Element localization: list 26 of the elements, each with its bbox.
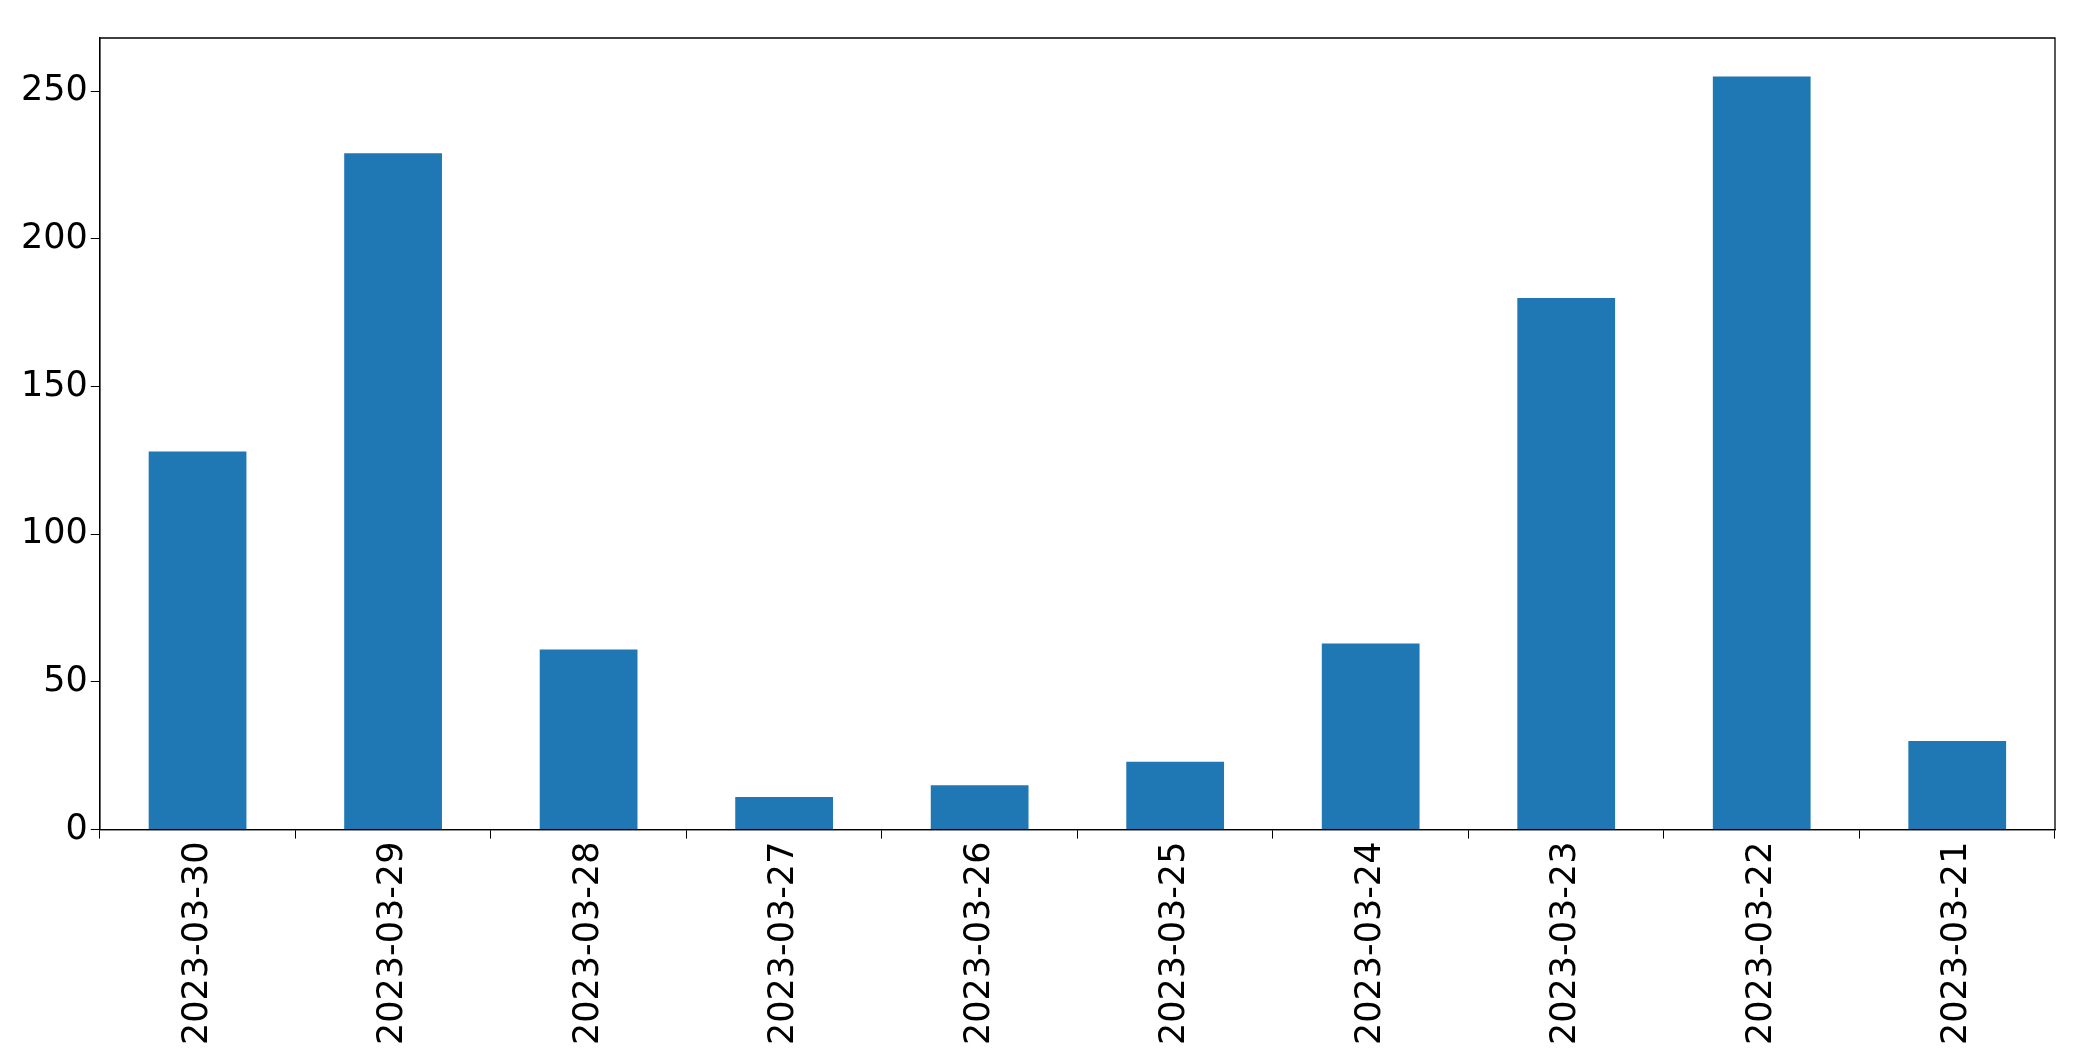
bar	[1517, 297, 1616, 830]
bar	[1126, 761, 1225, 830]
bar	[930, 785, 1029, 830]
bar	[1908, 740, 2007, 830]
y-tick-label: 200	[20, 215, 88, 256]
x-tick-label: 2023-03-30	[174, 841, 215, 1045]
y-tick-label: 150	[20, 363, 88, 404]
x-tick-label: 2023-03-27	[761, 841, 802, 1045]
bar	[1321, 643, 1420, 830]
y-tick-label: 50	[43, 659, 88, 699]
bar	[1712, 76, 1811, 830]
bar	[735, 797, 833, 830]
bar	[148, 451, 247, 830]
bar	[539, 649, 638, 830]
x-tick-label: 2023-03-21	[1934, 841, 1975, 1045]
x-tick-label: 2023-03-26	[956, 841, 997, 1045]
bar	[344, 153, 442, 830]
x-tick-label: 2023-03-25	[1152, 841, 1193, 1045]
x-tick-label: 2023-03-22	[1738, 841, 1779, 1045]
y-tick-label: 0	[65, 806, 88, 847]
y-tick-label: 100	[20, 511, 88, 552]
y-tick-label: 250	[20, 68, 88, 109]
x-tick-label: 2023-03-23	[1543, 841, 1584, 1045]
x-tick-label: 2023-03-28	[565, 841, 606, 1045]
x-tick-label: 2023-03-29	[370, 841, 411, 1045]
x-tick-label: 2023-03-24	[1347, 841, 1388, 1045]
